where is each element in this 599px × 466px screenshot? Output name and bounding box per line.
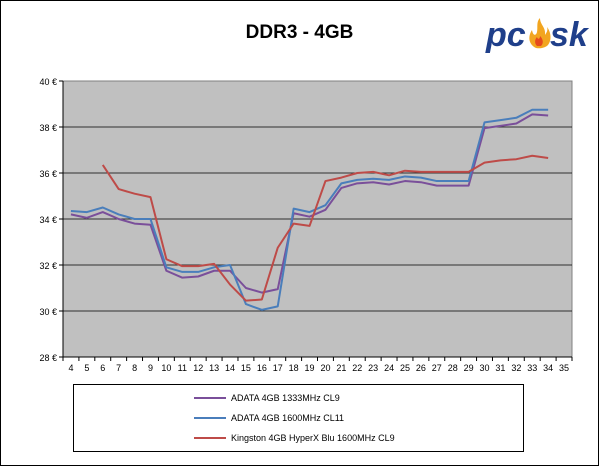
svg-text:sk: sk xyxy=(550,16,590,54)
axes xyxy=(59,80,573,361)
x-tick-label: 28 xyxy=(448,363,458,373)
series-line xyxy=(70,108,549,311)
x-tick-label: 25 xyxy=(400,363,410,373)
x-tick-label: 12 xyxy=(193,363,203,373)
x-tick-label: 11 xyxy=(178,363,187,373)
y-tick-label: 30 € xyxy=(39,307,57,317)
x-tick-label: 16 xyxy=(257,363,267,373)
legend-label: Kingston 4GB HyperX Blu 1600MHz CL9 xyxy=(231,433,395,443)
x-tick-label: 17 xyxy=(273,363,283,373)
x-tick-label: 9 xyxy=(148,363,153,373)
y-tick-label: 38 € xyxy=(39,123,57,133)
x-tick-label: 32 xyxy=(511,363,521,373)
x-tick-label: 19 xyxy=(305,363,315,373)
x-tick-label: 10 xyxy=(161,363,171,373)
x-tick-label: 22 xyxy=(352,363,362,373)
x-tick-label: 24 xyxy=(384,363,394,373)
x-tick-label: 7 xyxy=(116,363,121,373)
x-tick-label: 29 xyxy=(464,363,474,373)
y-tick-label: 36 € xyxy=(39,169,57,179)
y-tick-label: 34 € xyxy=(39,215,57,225)
x-tick-label: 23 xyxy=(368,363,378,373)
x-tick-label: 6 xyxy=(100,363,105,373)
x-tick-label: 4 xyxy=(68,363,73,373)
tick-labels: 28 € 30 € 32 € 34 € 36 € 38 € 40 € 4 5 6 7 8 9 10 11 12… xyxy=(39,77,569,373)
y-tick-label: 28 € xyxy=(39,353,57,363)
legend-swatch xyxy=(194,397,226,399)
x-tick-label: 20 xyxy=(320,363,330,373)
legend-label: ADATA 4GB 1333MHz CL9 xyxy=(231,393,340,403)
y-tick-label: 40 € xyxy=(39,77,57,87)
x-tick-label: 30 xyxy=(480,363,490,373)
series-lines xyxy=(70,108,549,311)
site-logo: pc sk xyxy=(485,16,590,54)
x-tick-label: 18 xyxy=(289,363,299,373)
x-tick-label: 27 xyxy=(432,363,442,373)
x-tick-label: 15 xyxy=(241,363,251,373)
x-tick-label: 26 xyxy=(416,363,426,373)
legend: ADATA 4GB 1333MHz CL9 ADATA 4GB 1600MHz … xyxy=(73,384,524,452)
x-tick-label: 13 xyxy=(209,363,219,373)
chart-title: DDR3 - 4GB xyxy=(245,22,354,43)
x-tick-label: 34 xyxy=(543,363,553,373)
legend-item: ADATA 4GB 1600MHz CL11 xyxy=(194,409,344,427)
x-tick-label: 5 xyxy=(84,363,89,373)
legend-item: Kingston 4GB HyperX Blu 1600MHz CL9 xyxy=(194,429,395,447)
legend-label: ADATA 4GB 1600MHz CL11 xyxy=(231,413,345,423)
x-tick-label: 8 xyxy=(132,363,137,373)
x-tick-label: 31 xyxy=(495,363,505,373)
svg-text:pc: pc xyxy=(485,16,526,54)
y-tick-label: 32 € xyxy=(39,261,57,271)
series-line xyxy=(70,113,549,294)
x-tick-label: 21 xyxy=(336,363,346,373)
x-tick-label: 33 xyxy=(527,363,537,373)
legend-swatch xyxy=(194,417,226,419)
series-line xyxy=(101,154,549,302)
legend-item: ADATA 4GB 1333MHz CL9 xyxy=(194,389,340,407)
x-tick-label: 35 xyxy=(559,363,569,373)
x-tick-label: 14 xyxy=(225,363,235,373)
legend-swatch xyxy=(194,437,226,439)
